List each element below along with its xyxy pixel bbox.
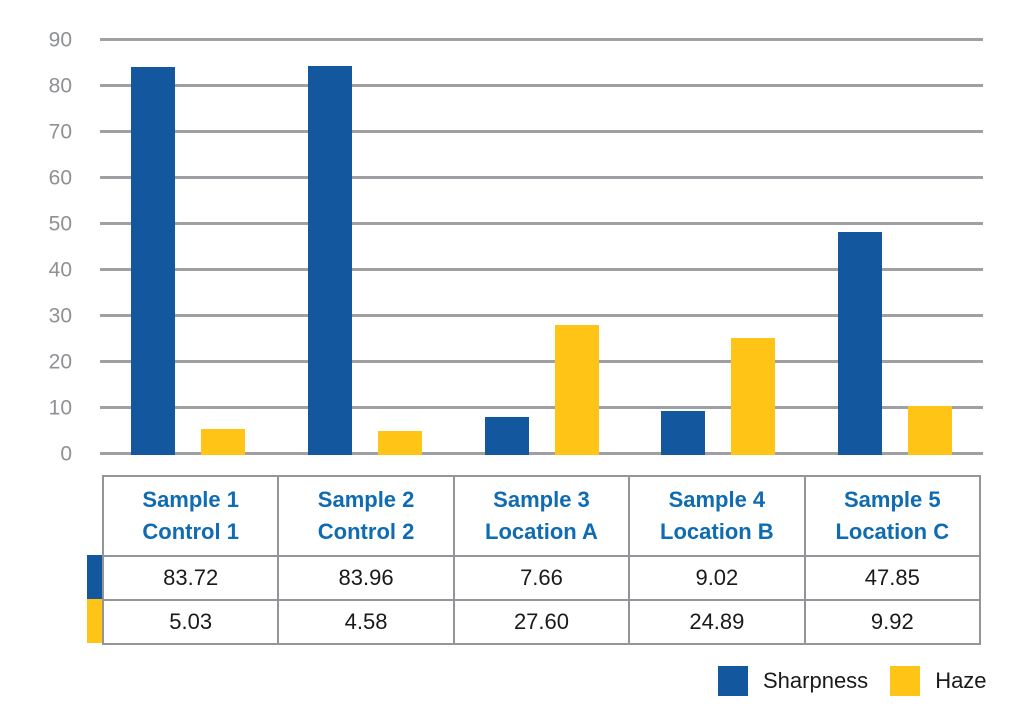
legend-item-sharpness: Sharpness <box>718 666 868 696</box>
sample-label: Sample 5 <box>843 487 941 512</box>
table-value-cell: 27.60 <box>452 599 631 645</box>
legend-swatch-sharpness-icon <box>718 666 748 696</box>
y-axis-tick-label: 0 <box>60 442 72 465</box>
table-value-cell: 24.89 <box>628 599 806 645</box>
table-header-cell: Sample 4 Location B <box>628 475 806 557</box>
sample-label: Sample 1 <box>142 487 239 512</box>
table-header-row: Sample 1 Control 1 Sample 2 Control 2 Sample… <box>101 475 982 557</box>
gridline <box>100 452 983 455</box>
data-table: Sample 1 Control 1 Sample 2 Control 2 Sample… <box>101 475 982 645</box>
y-axis-tick-label: 80 <box>48 74 72 97</box>
bar-sharpness-sample-1 <box>131 67 175 455</box>
gridline <box>100 222 983 225</box>
y-axis-tick-label: 40 <box>48 258 72 281</box>
y-axis-tick-label: 30 <box>48 304 72 327</box>
table-row-sharpness: 83.72 83.96 7.66 9.02 47.85 <box>101 555 982 601</box>
y-axis-tick-label: 20 <box>48 350 72 373</box>
location-label: Control 2 <box>317 519 415 544</box>
row-swatch-haze <box>87 599 102 643</box>
legend: Sharpness Haze <box>718 666 987 696</box>
legend-label: Sharpness <box>763 668 869 693</box>
legend-label: Haze <box>935 668 987 693</box>
bar-sharpness-sample-3 <box>485 417 529 455</box>
bar-sharpness-sample-2 <box>308 66 352 455</box>
bar-haze-sample-5 <box>908 406 952 455</box>
gridline <box>100 360 983 363</box>
location-label: Control 1 <box>142 519 239 544</box>
table-header-cell: Sample 3 Location A <box>452 475 631 557</box>
location-label: Location C <box>835 519 950 544</box>
table-value-cell: 4.58 <box>277 599 455 645</box>
gridline <box>100 176 983 179</box>
legend-item-haze: Haze <box>890 666 987 696</box>
gridline <box>100 406 983 409</box>
table-value-cell: 5.03 <box>101 599 280 645</box>
sample-label: Sample 3 <box>493 487 590 512</box>
bar-sharpness-sample-4 <box>661 411 705 455</box>
location-label: Location A <box>485 519 598 544</box>
gridline <box>100 314 983 317</box>
table-value-cell: 47.85 <box>803 555 982 601</box>
sample-label: Sample 4 <box>668 487 766 512</box>
y-axis-tick-label: 10 <box>48 396 72 419</box>
bar-haze-sample-2 <box>378 431 422 455</box>
y-axis-tick-label: 70 <box>48 120 72 143</box>
y-axis-tick-label: 90 <box>48 28 72 51</box>
table-value-cell: 7.66 <box>452 555 631 601</box>
gridline <box>100 38 983 41</box>
sample-label: Sample 2 <box>317 487 415 512</box>
table-header-cell: Sample 1 Control 1 <box>101 475 280 557</box>
y-axis-tick-label: 50 <box>48 212 72 235</box>
table-value-cell: 83.96 <box>277 555 455 601</box>
bar-sharpness-sample-5 <box>838 232 882 455</box>
table-header-cell: Sample 5 Location C <box>803 475 982 557</box>
table-value-cell: 83.72 <box>101 555 280 601</box>
table-row-haze: 5.03 4.58 27.60 24.89 9.92 <box>101 599 982 645</box>
location-label: Location B <box>660 519 774 544</box>
row-swatch-sharpness <box>87 555 102 599</box>
bar-haze-sample-1 <box>201 429 245 455</box>
table-header-cell: Sample 2 Control 2 <box>277 475 455 557</box>
legend-swatch-haze-icon <box>890 666 921 696</box>
plot-area <box>100 38 983 458</box>
table-value-cell: 9.92 <box>803 599 982 645</box>
gridline <box>100 268 983 271</box>
table-value-cell: 9.02 <box>628 555 806 601</box>
bar-haze-sample-4 <box>731 338 775 455</box>
y-axis-tick-label: 60 <box>48 166 72 189</box>
gridline <box>100 130 983 133</box>
bar-haze-sample-3 <box>555 325 599 455</box>
gridline <box>100 84 983 87</box>
